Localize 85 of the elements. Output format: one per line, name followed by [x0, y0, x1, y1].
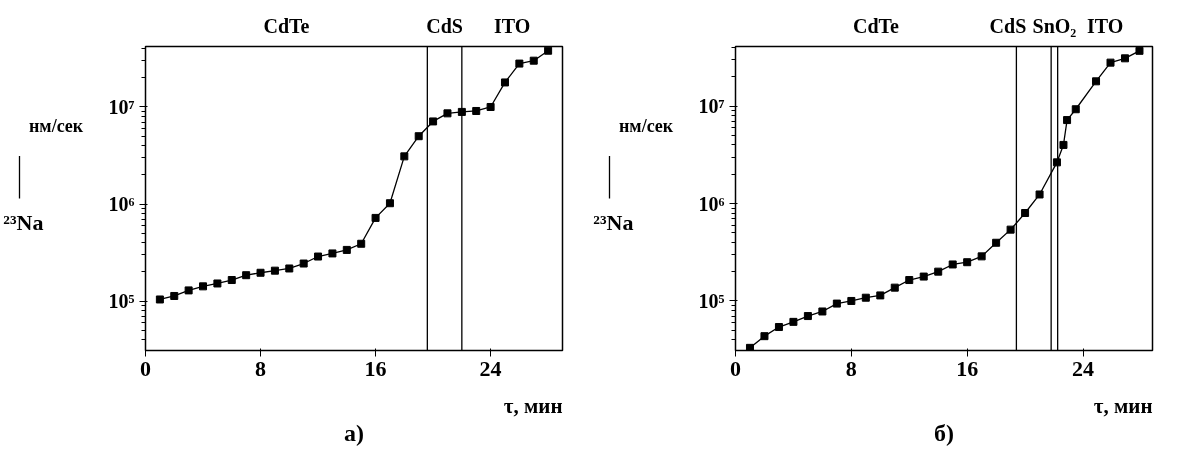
y-tick-label: 10⁷	[108, 96, 135, 118]
point	[529, 56, 538, 65]
point	[789, 317, 798, 326]
x-tick-label: 0	[140, 355, 151, 381]
point	[500, 78, 509, 87]
text: SnO₂	[1032, 14, 1077, 37]
point	[1092, 77, 1101, 86]
point	[472, 106, 481, 115]
text: а)	[344, 419, 364, 446]
point	[170, 291, 179, 300]
point	[199, 282, 208, 291]
point	[934, 267, 943, 276]
point	[242, 271, 251, 280]
y-tick-label: 10⁵	[698, 289, 725, 312]
y-tick-label: 10⁵	[108, 290, 135, 313]
point	[486, 103, 495, 111]
point	[774, 323, 783, 332]
point	[414, 132, 423, 141]
x-tick-label: 8	[845, 355, 857, 381]
text: ITO	[1086, 14, 1124, 37]
text: нм/сек	[619, 115, 674, 136]
point	[992, 238, 1001, 247]
text: CdTe	[852, 14, 900, 37]
point	[328, 249, 337, 258]
point	[977, 252, 986, 261]
text: ITO	[494, 14, 531, 37]
point	[285, 264, 294, 273]
point	[385, 199, 394, 208]
point	[1052, 158, 1061, 167]
point	[1106, 58, 1115, 67]
point	[544, 46, 553, 55]
point	[299, 259, 308, 268]
point	[213, 279, 222, 288]
x-axis-title: τ, мин	[503, 393, 563, 418]
y-tick-label: 10⁶	[698, 192, 725, 215]
point	[905, 276, 914, 285]
point	[861, 293, 870, 302]
text: CdS	[426, 14, 463, 37]
point	[371, 213, 380, 222]
x-axis-title: τ, мин	[1093, 393, 1153, 418]
point	[1135, 46, 1144, 55]
point	[1006, 225, 1015, 234]
point	[876, 291, 885, 300]
point	[948, 260, 957, 269]
point	[890, 283, 899, 292]
y-axis-title: ²³Na	[593, 210, 634, 236]
point	[1063, 116, 1072, 125]
point	[314, 252, 323, 261]
point	[1071, 105, 1080, 114]
point	[847, 296, 856, 305]
point	[963, 258, 972, 267]
point	[515, 59, 524, 68]
y-tick-label: 10⁶	[108, 193, 135, 216]
text: нм/сек	[29, 115, 84, 136]
text: б)	[934, 419, 954, 446]
point	[270, 266, 279, 275]
point	[1035, 190, 1044, 199]
text: CdTe	[263, 14, 310, 37]
x-tick-label: 24	[479, 355, 502, 381]
x-tick-label: 8	[255, 355, 267, 381]
x-tick-label: 0	[730, 355, 741, 381]
point	[184, 286, 193, 295]
point	[818, 307, 827, 316]
point	[342, 245, 351, 254]
point	[832, 299, 841, 308]
point	[745, 343, 754, 351]
point	[155, 295, 164, 304]
x-tick-label: 24	[1072, 355, 1094, 381]
y-axis-title: ²³Na	[3, 210, 44, 236]
x-tick-label: 16	[956, 355, 979, 381]
y-tick-label: 10⁷	[698, 95, 725, 118]
point	[1120, 54, 1129, 63]
point	[357, 239, 366, 248]
point	[1021, 209, 1030, 218]
x-tick-label: 16	[364, 355, 387, 381]
point	[256, 268, 265, 277]
text: CdS	[989, 14, 1027, 37]
point	[919, 272, 928, 281]
point	[400, 152, 409, 161]
point	[1059, 140, 1068, 149]
point	[803, 312, 812, 321]
point	[760, 332, 769, 341]
point	[429, 117, 438, 126]
point	[443, 109, 452, 118]
point	[227, 276, 236, 285]
